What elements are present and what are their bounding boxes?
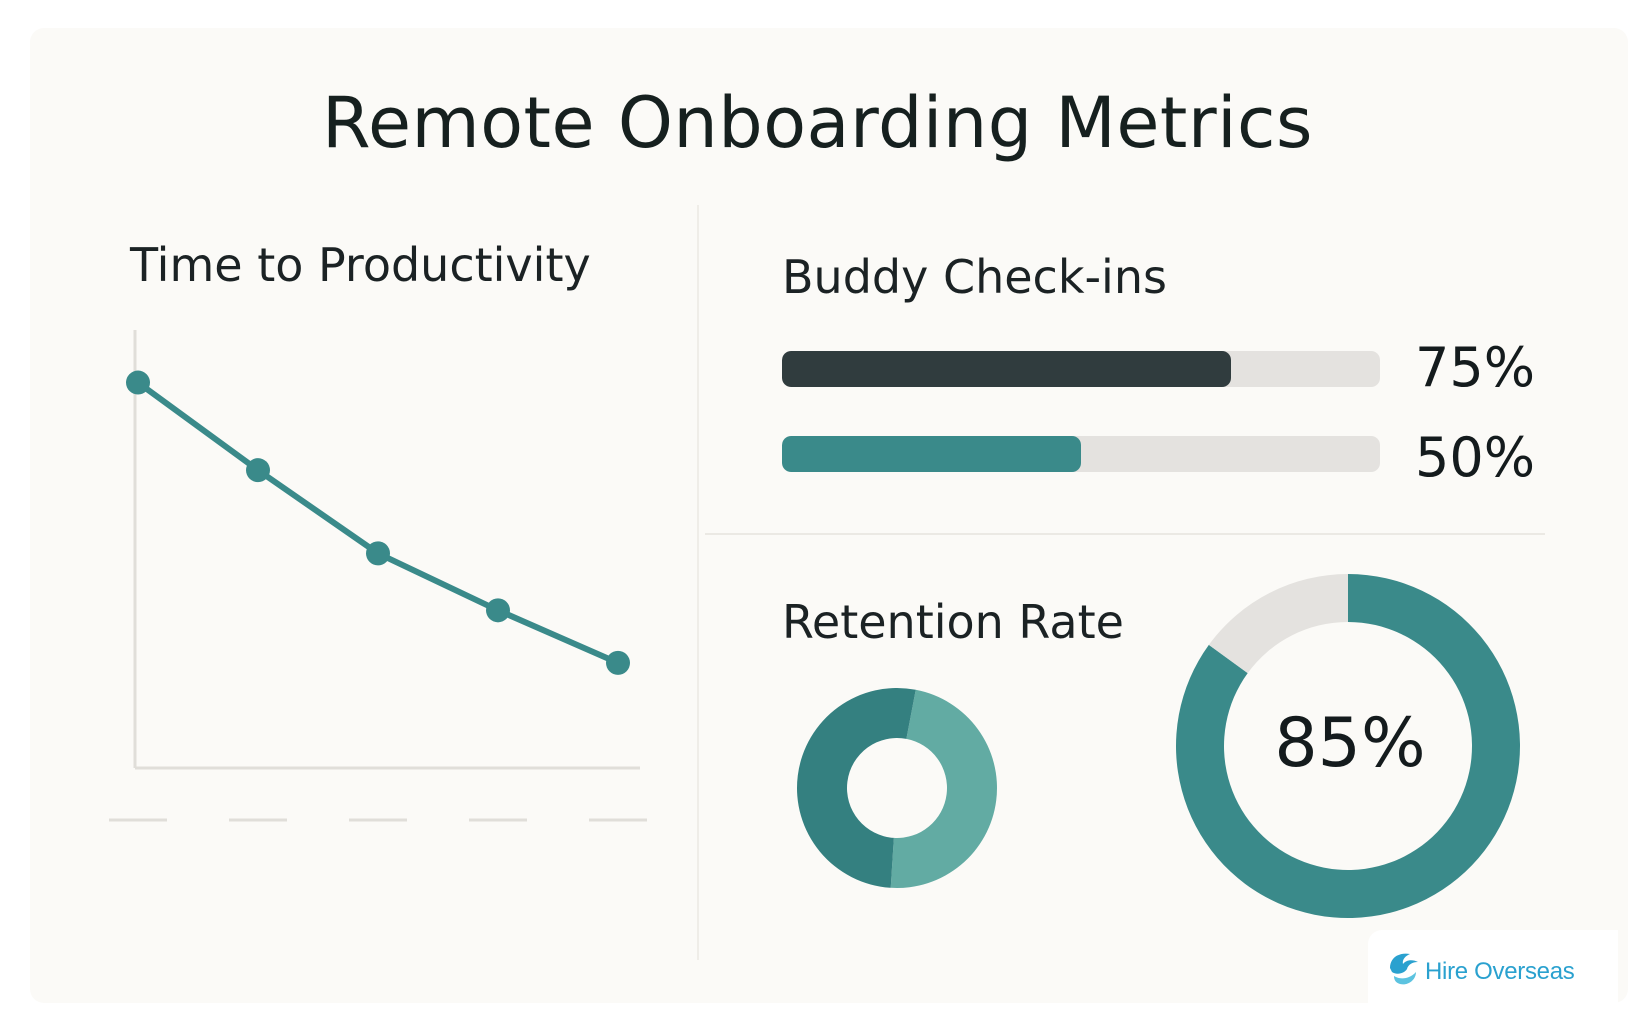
page-title: Remote Onboarding Metrics: [321, 82, 1314, 164]
retention-donut-slice: [1208, 574, 1348, 674]
horizontal-divider: [705, 533, 1545, 535]
small-donut-slice: [890, 689, 998, 888]
checkin-bar-track-1: [782, 351, 1380, 387]
productivity-chart-title: Time to Productivity: [130, 238, 591, 292]
retention-rate-title: Retention Rate: [782, 595, 1124, 649]
vertical-divider: [697, 205, 699, 960]
checkin-bar-2: [782, 436, 1081, 472]
checkin-bar-label-2: 50%: [1415, 426, 1536, 489]
brand-badge[interactable]: Hire Overseas: [1368, 930, 1618, 1006]
checkin-bar-track-2: [782, 436, 1380, 472]
data-point: [246, 458, 270, 483]
data-point: [486, 598, 510, 623]
data-point: [366, 541, 390, 566]
data-point: [606, 650, 630, 675]
checkin-bar-1: [782, 351, 1231, 387]
retention-donut-label: 85%: [1274, 704, 1426, 783]
wave-logo-icon: [1390, 953, 1418, 985]
small-donut-slice: [797, 688, 916, 888]
data-point: [126, 370, 150, 395]
brand-name: Hire Overseas: [1425, 958, 1575, 985]
buddy-checkins-title: Buddy Check-ins: [782, 250, 1167, 304]
checkin-bar-label-1: 75%: [1415, 336, 1536, 399]
